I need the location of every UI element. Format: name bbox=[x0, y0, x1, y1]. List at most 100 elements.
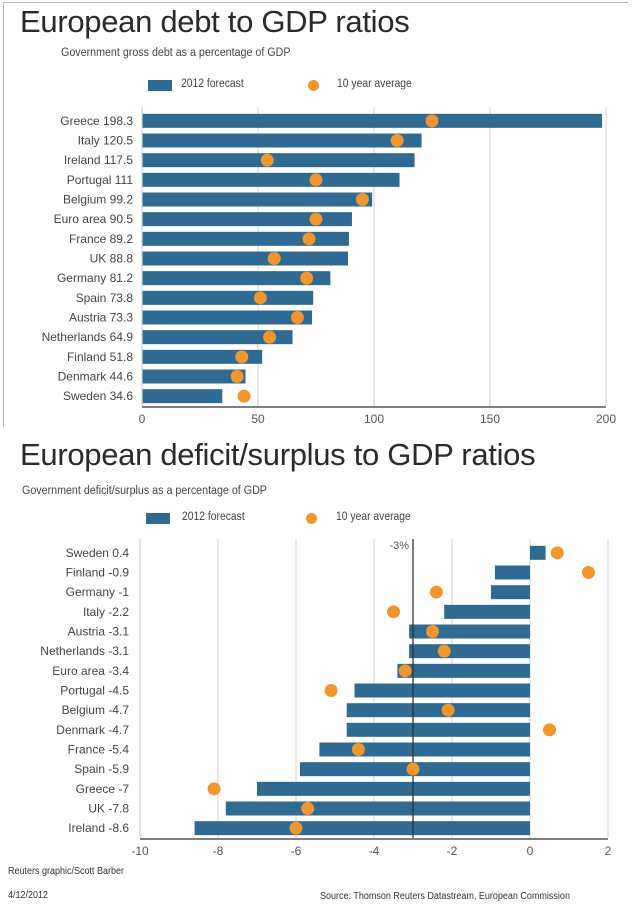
average-dot bbox=[289, 821, 303, 835]
legend-bar-label: 2012 forecast bbox=[181, 78, 244, 90]
average-dot bbox=[355, 193, 369, 206]
average-dot bbox=[260, 153, 274, 167]
chart2-subtitle: Government deficit/surplus as a percenta… bbox=[22, 485, 267, 497]
bar bbox=[142, 290, 314, 305]
bar bbox=[142, 330, 293, 345]
bar bbox=[142, 212, 352, 227]
date-text: 4/12/2012 bbox=[8, 890, 49, 901]
bar bbox=[530, 545, 546, 560]
bar bbox=[142, 133, 422, 148]
reference-line-label: -3% bbox=[389, 540, 409, 552]
category-label: Sweden 0.4 bbox=[66, 546, 130, 560]
x-tick-label: 2 bbox=[605, 844, 612, 858]
average-dot bbox=[406, 762, 420, 776]
x-tick-label: -8 bbox=[213, 844, 224, 858]
bar bbox=[319, 742, 530, 757]
chart2-title: European deficit/surplus to GDP ratios bbox=[20, 437, 536, 472]
average-dot bbox=[437, 644, 451, 658]
category-label: Sweden 34.6 bbox=[63, 389, 133, 403]
average-dot bbox=[309, 212, 323, 226]
average-dot bbox=[398, 664, 412, 678]
category-label: Greece 198.3 bbox=[60, 114, 133, 128]
average-dot bbox=[290, 311, 304, 324]
bar bbox=[142, 172, 400, 187]
bar bbox=[142, 369, 246, 384]
bar bbox=[142, 349, 263, 364]
chart2-plot: -3% Sweden 0.4 Finland -0.9 Germany -1 Italy… bbox=[40, 539, 612, 858]
legend-dot-label: 10 year average bbox=[337, 78, 412, 90]
bar bbox=[142, 389, 223, 404]
bar bbox=[142, 192, 373, 207]
average-dot bbox=[429, 585, 443, 599]
bar bbox=[257, 781, 530, 796]
category-label: Portugal 111 bbox=[67, 173, 134, 187]
x-tick-label: 0 bbox=[139, 412, 146, 426]
category-label: Euro area 90.5 bbox=[54, 212, 134, 226]
x-tick-label: 100 bbox=[364, 412, 384, 426]
bar bbox=[142, 251, 349, 266]
category-label: Finland 51.8 bbox=[67, 350, 133, 364]
average-dot bbox=[324, 684, 338, 697]
category-label: UK -7.8 bbox=[88, 802, 129, 816]
category-label: Portugal -4.5 bbox=[60, 684, 129, 698]
category-label: UK 88.8 bbox=[90, 252, 134, 266]
average-dot bbox=[387, 605, 400, 619]
average-dot bbox=[390, 134, 404, 147]
category-label: Euro area -3.4 bbox=[52, 664, 129, 678]
bar bbox=[142, 153, 415, 168]
x-tick-label: -4 bbox=[369, 844, 380, 858]
bar bbox=[225, 801, 531, 816]
bar bbox=[142, 113, 603, 128]
bar bbox=[444, 604, 530, 619]
bar bbox=[409, 624, 530, 639]
chart2-legend: 2012 forecast 10 year average bbox=[146, 511, 446, 527]
x-tick-label: 0 bbox=[527, 844, 534, 858]
x-tick-label: -2 bbox=[447, 844, 458, 858]
frame-top-border bbox=[3, 2, 628, 3]
category-label: Ireland 117.5 bbox=[64, 153, 133, 167]
average-dot bbox=[300, 271, 314, 285]
legend-dot-label: 10 year average bbox=[336, 511, 411, 523]
bar bbox=[494, 565, 530, 580]
average-dot bbox=[426, 625, 439, 638]
bar bbox=[397, 663, 530, 678]
bar bbox=[142, 310, 313, 325]
category-label: Netherlands 64.9 bbox=[42, 330, 134, 344]
category-label: Netherlands -3.1 bbox=[40, 644, 129, 658]
bar bbox=[491, 585, 530, 600]
category-label: Finland -0.9 bbox=[66, 566, 130, 580]
average-dot bbox=[425, 114, 439, 128]
frame-left-border bbox=[3, 2, 4, 427]
bar bbox=[409, 644, 530, 659]
category-label: Austria 73.3 bbox=[69, 311, 133, 325]
category-label: Germany 81.2 bbox=[57, 271, 133, 285]
chart1-legend: 2012 forecast 10 year average bbox=[148, 78, 448, 94]
category-label: Germany -1 bbox=[66, 585, 130, 599]
x-tick-label: 150 bbox=[480, 412, 500, 426]
category-label: Belgium -4.7 bbox=[62, 703, 130, 717]
x-tick-label: -6 bbox=[291, 844, 302, 858]
category-label: France -5.4 bbox=[68, 743, 130, 757]
average-dot bbox=[267, 252, 281, 265]
average-dot bbox=[441, 703, 455, 717]
x-tick-label: 200 bbox=[596, 412, 616, 426]
category-label: France 89.2 bbox=[69, 232, 133, 246]
legend-dot-swatch bbox=[306, 513, 317, 524]
average-dot bbox=[235, 350, 249, 364]
category-label: Greece -7 bbox=[76, 782, 130, 796]
chart1-title: European debt to GDP ratios bbox=[20, 4, 410, 39]
chart1-subtitle: Government gross debt as a percentage of… bbox=[61, 47, 291, 59]
category-label: Italy -2.2 bbox=[83, 605, 129, 619]
source-text: Source: Thomson Reuters Datastream, Euro… bbox=[320, 891, 570, 902]
bar bbox=[194, 821, 530, 836]
average-dot bbox=[302, 232, 316, 246]
bar bbox=[346, 703, 530, 718]
category-label: Spain 73.8 bbox=[76, 291, 134, 305]
credit-text: Reuters graphic/Scott Barber bbox=[8, 866, 125, 877]
legend-bar-swatch bbox=[148, 80, 172, 91]
average-dot bbox=[230, 370, 244, 383]
legend-bar-label: 2012 forecast bbox=[182, 511, 245, 523]
category-label: Italy 120.5 bbox=[78, 134, 134, 148]
chart1-plot: Greece 198.3 Italy 120.5 Ireland 117.5 Port… bbox=[42, 107, 616, 426]
category-label: Denmark -4.7 bbox=[56, 723, 129, 737]
